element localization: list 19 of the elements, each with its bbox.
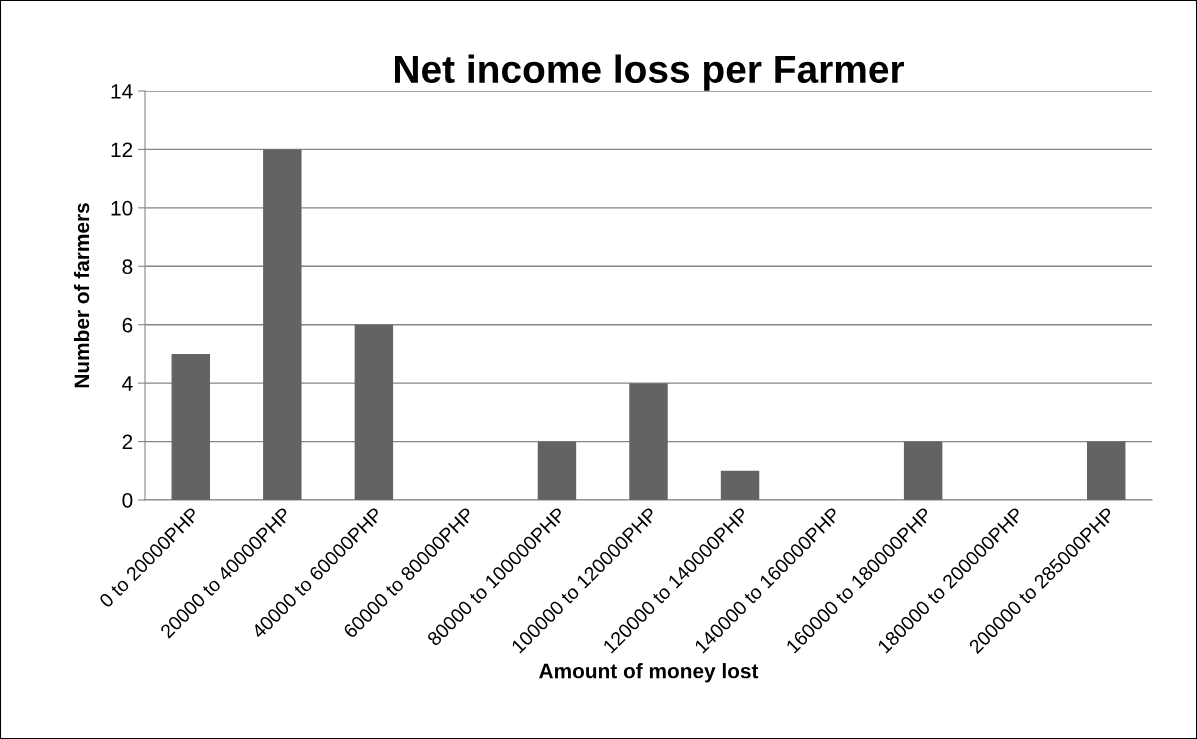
- y-tick-label: 0: [122, 493, 133, 508]
- y-tick-label: 8: [122, 259, 133, 275]
- y-tick-label: 12: [111, 142, 133, 157]
- bar: [263, 149, 302, 500]
- y-tick-label: 10: [111, 200, 133, 216]
- bar: [903, 441, 943, 500]
- bar: [629, 383, 668, 500]
- chart-title: Net income loss per Farmer: [395, 54, 905, 91]
- y-axis-title: Number of farmers: [73, 203, 90, 388]
- bar: [354, 324, 394, 500]
- y-tick-label: 4: [122, 376, 133, 391]
- x-axis-title: Amount of money lost: [539, 663, 759, 683]
- y-tick-label: 14: [111, 84, 133, 99]
- bar: [1087, 441, 1126, 500]
- bar: [537, 441, 577, 500]
- y-tick-label: 6: [122, 317, 133, 333]
- bar: [171, 353, 210, 500]
- bar: [720, 470, 760, 500]
- y-tick-label: 2: [122, 434, 133, 450]
